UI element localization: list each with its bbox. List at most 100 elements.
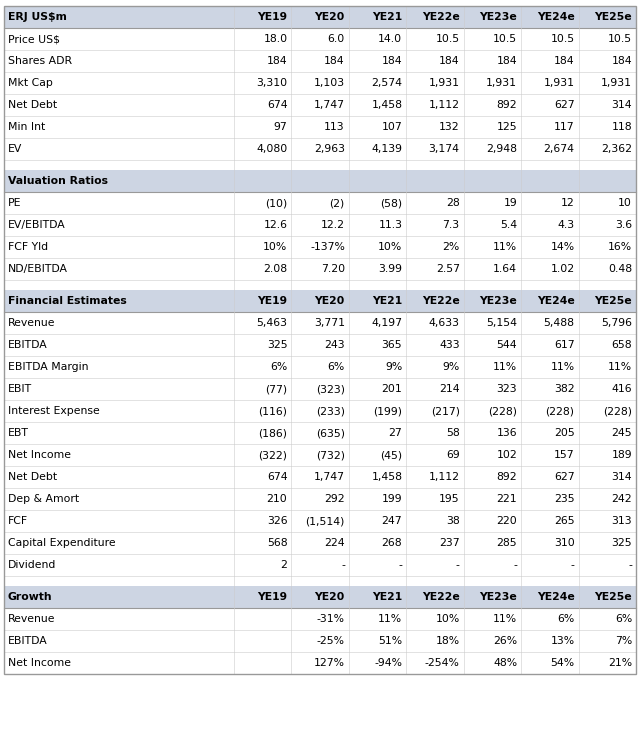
Text: 2.08: 2.08 xyxy=(263,265,287,274)
Bar xyxy=(4,280,636,290)
Text: -: - xyxy=(513,560,517,571)
Text: 10%: 10% xyxy=(263,242,287,253)
Text: Net Income: Net Income xyxy=(8,658,71,668)
Text: 2.57: 2.57 xyxy=(436,265,460,274)
Text: YE23e: YE23e xyxy=(479,296,517,307)
Text: 5,463: 5,463 xyxy=(257,319,287,328)
Bar xyxy=(4,378,636,400)
Text: 2,674: 2,674 xyxy=(543,145,575,154)
Text: 1,112: 1,112 xyxy=(429,472,460,482)
Text: 214: 214 xyxy=(439,385,460,394)
Text: (228): (228) xyxy=(488,406,517,416)
Text: (635): (635) xyxy=(316,428,345,439)
Text: 11%: 11% xyxy=(493,242,517,253)
Bar xyxy=(4,72,636,94)
Text: (228): (228) xyxy=(603,406,632,416)
Text: Net Debt: Net Debt xyxy=(8,100,57,110)
Text: 2,963: 2,963 xyxy=(314,145,345,154)
Text: 382: 382 xyxy=(554,385,575,394)
Text: 38: 38 xyxy=(446,517,460,526)
Text: 4,197: 4,197 xyxy=(371,319,403,328)
Text: YE25e: YE25e xyxy=(595,592,632,602)
Text: (45): (45) xyxy=(380,451,403,460)
Text: YE24e: YE24e xyxy=(537,592,575,602)
Text: 58: 58 xyxy=(446,428,460,439)
Text: 3.99: 3.99 xyxy=(378,265,403,274)
Text: 220: 220 xyxy=(497,517,517,526)
Text: 5,154: 5,154 xyxy=(486,319,517,328)
Text: 13%: 13% xyxy=(550,637,575,646)
Text: 132: 132 xyxy=(439,122,460,133)
Bar xyxy=(4,50,636,72)
Text: 325: 325 xyxy=(611,538,632,548)
Text: 11%: 11% xyxy=(493,614,517,625)
Text: 1.02: 1.02 xyxy=(550,265,575,274)
Bar xyxy=(4,214,636,236)
Text: 323: 323 xyxy=(497,385,517,394)
Bar xyxy=(4,608,636,630)
Text: 326: 326 xyxy=(267,517,287,526)
Text: 184: 184 xyxy=(611,56,632,67)
Bar xyxy=(4,400,636,422)
Text: YE22e: YE22e xyxy=(422,592,460,602)
Bar xyxy=(4,170,636,192)
Text: (323): (323) xyxy=(316,385,345,394)
Text: 6%: 6% xyxy=(328,362,345,373)
Text: 210: 210 xyxy=(267,494,287,505)
Text: 674: 674 xyxy=(267,100,287,110)
Text: 1.64: 1.64 xyxy=(493,265,517,274)
Text: (2): (2) xyxy=(330,199,345,208)
Text: 617: 617 xyxy=(554,340,575,350)
Text: 16%: 16% xyxy=(608,242,632,253)
Text: (77): (77) xyxy=(266,385,287,394)
Text: 157: 157 xyxy=(554,451,575,460)
Text: Dividend: Dividend xyxy=(8,560,56,571)
Text: 117: 117 xyxy=(554,122,575,133)
Text: 10.5: 10.5 xyxy=(608,34,632,44)
Text: 184: 184 xyxy=(439,56,460,67)
Text: 6%: 6% xyxy=(557,614,575,625)
Text: 14.0: 14.0 xyxy=(378,34,403,44)
Bar xyxy=(4,236,636,258)
Text: 2%: 2% xyxy=(442,242,460,253)
Text: 7%: 7% xyxy=(615,637,632,646)
Bar xyxy=(4,258,636,280)
Text: EV/EBITDA: EV/EBITDA xyxy=(8,220,66,230)
Bar xyxy=(4,510,636,532)
Text: 568: 568 xyxy=(267,538,287,548)
Text: 10.5: 10.5 xyxy=(493,34,517,44)
Text: (10): (10) xyxy=(265,199,287,208)
Text: 10: 10 xyxy=(618,199,632,208)
Text: Mkt Cap: Mkt Cap xyxy=(8,79,53,88)
Text: 28: 28 xyxy=(446,199,460,208)
Text: Price US$: Price US$ xyxy=(8,34,60,44)
Bar xyxy=(4,94,636,116)
Bar xyxy=(4,192,636,214)
Text: 243: 243 xyxy=(324,340,345,350)
Text: 11%: 11% xyxy=(493,362,517,373)
Text: 3,771: 3,771 xyxy=(314,319,345,328)
Text: 310: 310 xyxy=(554,538,575,548)
Text: 125: 125 xyxy=(497,122,517,133)
Text: YE21: YE21 xyxy=(372,13,403,22)
Text: 627: 627 xyxy=(554,472,575,482)
Bar xyxy=(4,444,636,466)
Text: 1,458: 1,458 xyxy=(371,100,403,110)
Text: 242: 242 xyxy=(611,494,632,505)
Text: YE23e: YE23e xyxy=(479,13,517,22)
Text: 1,103: 1,103 xyxy=(314,79,345,88)
Text: 1,747: 1,747 xyxy=(314,100,345,110)
Text: 102: 102 xyxy=(497,451,517,460)
Text: 292: 292 xyxy=(324,494,345,505)
Text: EBITDA Margin: EBITDA Margin xyxy=(8,362,88,373)
Text: 12: 12 xyxy=(561,199,575,208)
Bar xyxy=(4,488,636,510)
Text: (322): (322) xyxy=(259,451,287,460)
Text: 184: 184 xyxy=(324,56,345,67)
Text: 199: 199 xyxy=(381,494,403,505)
Text: 6%: 6% xyxy=(270,362,287,373)
Text: 1,112: 1,112 xyxy=(429,100,460,110)
Text: 19: 19 xyxy=(504,199,517,208)
Bar xyxy=(4,6,636,674)
Text: 1,931: 1,931 xyxy=(543,79,575,88)
